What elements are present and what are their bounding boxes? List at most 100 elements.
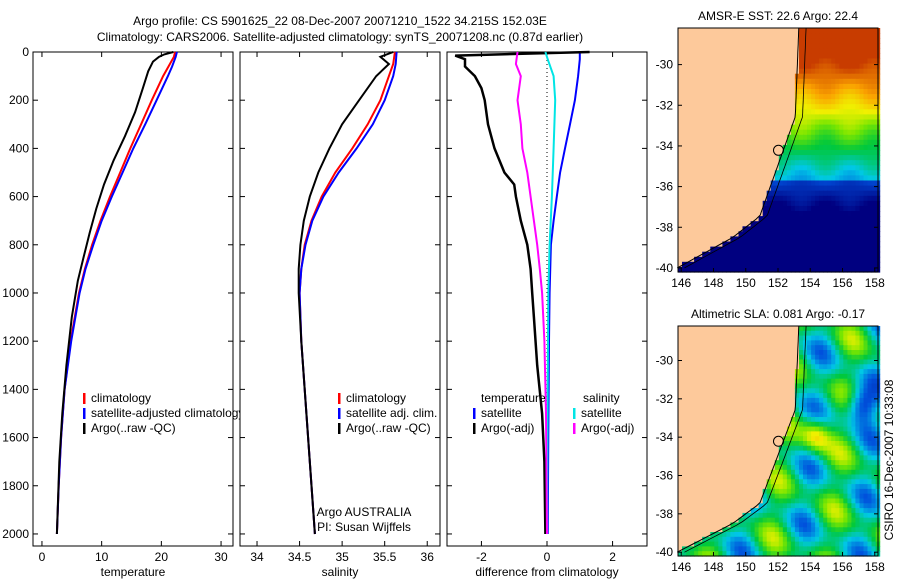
field-cell [859,369,865,375]
field-cell [786,469,792,476]
field-cell [790,426,796,432]
argo-location-marker [772,435,784,447]
field-cell [718,546,723,552]
field-cell [782,231,788,237]
field-cell [871,256,877,263]
field-cell [799,200,804,207]
field-cell [839,488,844,495]
field-cell [847,261,852,268]
field-cell [734,551,740,557]
field-cell [762,200,768,207]
field-cell [819,236,824,243]
field-cell [819,450,824,456]
field-cell [843,436,848,442]
field-cell [803,28,808,34]
field-cell [794,450,800,456]
field-cell [807,426,812,432]
field-cell [815,522,820,528]
field-cell [766,493,772,500]
field-cell [811,170,816,176]
field-cell [819,221,824,227]
field-cell [694,266,699,273]
field-cell [867,33,873,39]
field-cell [799,412,804,418]
field-cell [871,38,877,44]
field-cell [855,383,860,389]
field-cell [803,63,808,70]
field-cell [859,407,865,413]
field-cell [706,546,711,552]
field-cell [794,104,800,110]
field-cell [794,83,800,90]
x-tick-label: 158 [865,276,885,290]
field-cell [823,426,828,432]
field-cell [758,261,764,268]
field-cell [815,512,820,519]
field-cell [811,340,816,346]
field-cell [803,150,808,156]
field-cell [823,246,828,253]
field-cell [871,246,877,253]
field-cell [863,532,869,538]
field-cell [778,165,784,171]
field-cell [823,412,828,418]
field-cell [827,200,832,207]
field-cell [770,469,776,476]
field-cell [847,469,852,476]
field-cell [867,340,873,346]
field-cell [843,455,848,461]
field-cell [867,170,873,176]
field-cell [839,517,844,524]
field-cell [770,517,776,524]
field-cell [851,417,856,423]
field-cell [815,124,820,131]
field-cell [803,221,808,227]
field-cell [750,508,756,514]
field-cell [847,139,852,146]
field-cell [859,175,865,182]
field-cell [827,216,832,222]
field-cell [762,236,768,243]
field-cell [871,99,877,105]
field-cell [786,532,792,538]
field-cell [815,226,820,232]
field-cell [758,512,764,519]
field-cell [859,99,865,105]
field-cell [851,216,856,222]
field-cell [807,216,812,222]
field-cell [851,412,856,418]
field-cell [782,241,788,248]
field-cell [774,465,780,471]
field-cell [811,551,816,557]
field-cell [847,226,852,232]
field-cell [855,89,860,95]
field-cell [847,129,852,136]
field-cell [786,134,792,141]
field-cell [863,402,869,409]
field-cell [714,251,719,258]
field-cell [762,493,768,500]
field-cell [754,551,760,557]
field-cell [827,397,832,404]
field-cell [839,73,844,80]
field-cell [839,89,844,95]
field-cell [859,139,865,146]
field-cell [774,231,780,237]
field-cell [790,421,796,428]
field-cell [786,231,792,237]
field-cell [686,266,691,273]
field-cell [839,373,844,380]
field-cell [851,211,856,217]
field-cell [742,546,748,552]
field-cell [774,536,780,543]
field-cell [815,109,820,115]
field-cell [859,134,865,141]
field-cell [807,484,812,490]
field-cell [790,532,796,538]
field-cell [803,170,808,176]
field-cell [863,89,869,95]
field-cell [823,369,828,375]
field-cell [819,340,824,346]
isobath-contour [684,325,807,553]
field-cell [843,417,848,423]
